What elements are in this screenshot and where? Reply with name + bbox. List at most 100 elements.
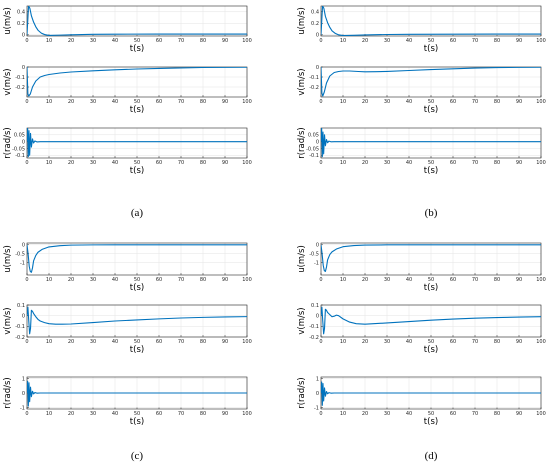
x-tick-label: 80 [494,339,500,345]
y-tick-label: 0 [316,65,319,71]
x-tick-label: 40 [406,277,412,283]
x-tick-label: 90 [516,411,522,417]
x-tick-label: 100 [536,339,546,345]
y-tick-label: -0.1 [309,153,319,159]
x-tick-label: 40 [112,160,118,166]
x-tick-label: 30 [90,277,96,283]
y-tick-label: -0.2 [309,85,319,91]
axes-box [26,5,248,37]
x-tick-label: 30 [90,160,96,166]
x-axis-label: t(s) [424,283,438,293]
y-tick-label: -0.1 [309,75,319,81]
x-tick-label: 20 [362,411,368,417]
series-line [321,6,541,36]
axes-box [320,242,542,276]
x-tick-label: 30 [384,277,390,283]
x-tick-label: 50 [134,99,140,105]
x-tick-label: 70 [472,160,478,166]
x-tick-label: 70 [178,277,184,283]
axes-box [320,304,542,338]
x-tick-label: 100 [536,277,546,283]
x-tick-label: 70 [472,277,478,283]
y-tick-label: 0 [22,33,25,39]
y-axis-label: u(m/s) [3,7,13,35]
x-tick-label: 40 [112,339,118,345]
x-tick-label: 80 [200,339,206,345]
y-axis-label: u(m/s) [297,7,307,35]
y-tick-label: -0.05 [12,146,25,152]
y-tick-label: 0.4 [311,10,319,16]
x-tick-label: 40 [112,277,118,283]
x-tick-label: 60 [156,99,162,105]
x-tick-label: 90 [516,38,522,44]
y-axis-label: r(rad/s) [3,377,13,409]
y-tick-label: -1 [20,260,25,266]
x-axis-label: t(s) [130,166,144,176]
x-tick-label: 80 [200,38,206,44]
x-tick-label: 80 [200,411,206,417]
x-tick-label: 90 [222,411,228,417]
y-tick-label: 0 [316,391,319,397]
x-axis-label: t(s) [424,417,438,427]
x-tick-label: 40 [406,160,412,166]
x-tick-label: 20 [68,411,74,417]
y-tick-label: 0 [22,65,25,71]
x-tick-label: 70 [178,411,184,417]
x-tick-label: 0 [319,411,322,417]
y-tick-label: -0.1 [309,324,319,330]
axes-box [26,304,248,338]
x-tick-label: 60 [156,339,162,345]
x-tick-label: 50 [428,339,434,345]
y-tick-label: 0.2 [311,21,319,27]
panel-caption: (a) [131,207,144,219]
x-tick-label: 50 [428,160,434,166]
x-tick-label: 40 [406,99,412,105]
x-tick-label: 90 [222,339,228,345]
y-tick-label: -1 [20,405,25,411]
x-tick-label: 0 [319,160,322,166]
x-tick-label: 30 [384,38,390,44]
x-tick-label: 100 [536,411,546,417]
y-tick-label: 0.1 [311,303,319,309]
subplot-c-2: 0 10 20 30 40 50 60 70 80 90 100 -0.2 -0.1 0 0.1 t(s) v(… [3,303,252,355]
axes-box [26,242,248,276]
x-tick-label: 0 [25,339,28,345]
panel-caption: (d) [425,450,438,462]
x-tick-label: 30 [384,411,390,417]
axes-box [320,5,542,37]
axes-box [320,127,542,159]
x-tick-label: 40 [406,339,412,345]
y-axis-label: u(m/s) [297,245,307,273]
x-tick-label: 0 [25,277,28,283]
x-tick-label: 20 [362,277,368,283]
x-tick-label: 50 [428,277,434,283]
x-tick-label: 80 [200,160,206,166]
panel-caption: (c) [131,450,144,462]
series-line [321,381,541,406]
x-tick-label: 60 [450,38,456,44]
x-tick-label: 80 [494,411,500,417]
x-tick-label: 0 [319,339,322,345]
x-tick-label: 10 [46,339,52,345]
subplot-b-3: 0 10 20 30 40 50 60 70 80 90 100-0.1-0.0500.05t(s)… [297,127,546,176]
x-tick-label: 10 [46,160,52,166]
x-tick-label: 30 [90,99,96,105]
x-tick-label: 70 [472,99,478,105]
x-tick-label: 30 [384,99,390,105]
x-tick-label: 100 [242,411,252,417]
x-tick-label: 90 [516,160,522,166]
y-tick-label: 0.2 [17,21,25,27]
series-line [321,244,541,272]
y-tick-label: 0 [22,391,25,397]
y-tick-label: 0 [316,313,319,319]
x-tick-label: 70 [178,38,184,44]
x-axis-label: t(s) [130,417,144,427]
series-line [27,6,247,36]
y-tick-label: 1 [316,376,319,382]
x-tick-label: 70 [178,160,184,166]
x-tick-label: 60 [450,99,456,105]
x-tick-label: 20 [362,339,368,345]
y-tick-label: -0.1 [15,75,25,81]
